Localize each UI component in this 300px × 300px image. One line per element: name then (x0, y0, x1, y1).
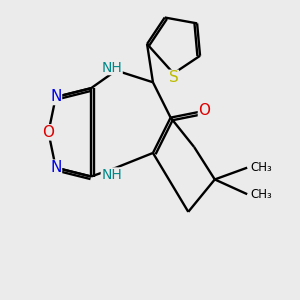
Text: NH: NH (101, 61, 122, 75)
Text: O: O (42, 125, 54, 140)
Text: N: N (50, 160, 61, 175)
Text: O: O (199, 103, 211, 118)
Text: N: N (50, 89, 61, 104)
Text: S: S (169, 70, 178, 86)
Text: NH: NH (101, 168, 122, 182)
Text: CH₃: CH₃ (250, 188, 272, 201)
Text: CH₃: CH₃ (250, 161, 272, 174)
